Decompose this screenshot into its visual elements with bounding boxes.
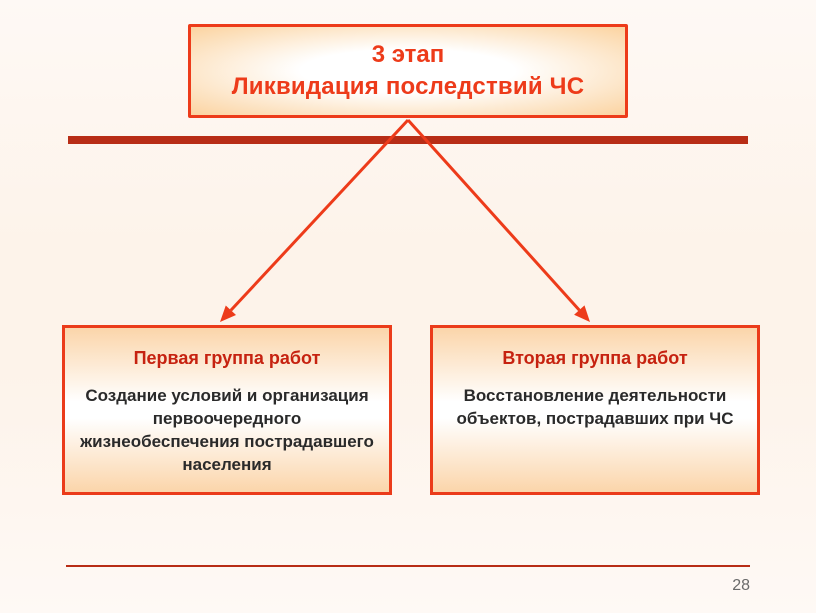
card-group-1-body: Создание условий и организация первоочер… [79,385,375,477]
card-group-1-title: Первая группа работ [134,348,321,369]
card-group-2-title: Вторая группа работ [502,348,687,369]
card-group-2-body: Восстановление деятельности объектов, по… [447,385,743,431]
footer-divider [66,565,750,567]
header-title-line2: Ликвидация последствий ЧС [232,71,584,103]
horizontal-rule [68,136,748,144]
card-group-2: Вторая группа работ Восстановление деяте… [430,325,760,495]
slide: 3 этап Ликвидация последствий ЧС Первая … [0,0,816,613]
page-number: 28 [732,577,750,595]
card-group-1: Первая группа работ Создание условий и о… [62,325,392,495]
header-box: 3 этап Ликвидация последствий ЧС [188,24,628,118]
header-title-line1: 3 этап [372,39,445,71]
